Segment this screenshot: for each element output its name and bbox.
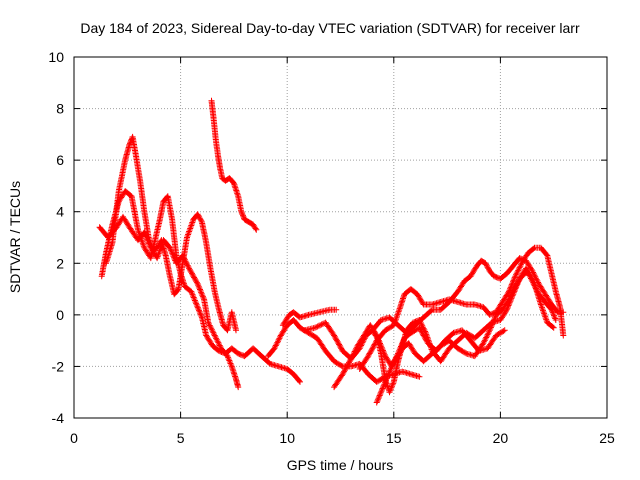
- y-tick-label: 0: [56, 307, 64, 323]
- chart-title: Day 184 of 2023, Sidereal Day-to-day VTE…: [80, 20, 580, 36]
- x-tick-label: 0: [70, 430, 78, 446]
- series-markers: [373, 268, 557, 406]
- series-arc-a: [96, 213, 242, 391]
- y-tick-label: 10: [48, 49, 64, 65]
- series-markers: [356, 244, 567, 372]
- series-arc-d: [208, 97, 260, 233]
- y-tick-label: 2: [56, 255, 64, 271]
- series-arc-i: [356, 244, 567, 372]
- x-tick-label: 25: [599, 430, 615, 446]
- y-tick-label: 8: [56, 101, 64, 117]
- y-axis-label: SDTVAR / TECUs: [7, 181, 23, 293]
- series-arc-e: [279, 306, 340, 329]
- y-tick-label: -4: [52, 410, 65, 426]
- series-markers: [103, 133, 239, 334]
- series-markers: [208, 97, 260, 233]
- x-tick-label: 15: [386, 430, 402, 446]
- x-axis-label: GPS time / hours: [287, 457, 394, 473]
- x-tick-label: 10: [279, 430, 295, 446]
- axis-ticks: 0 5 10 15 20 25 -4 -2 0 2 4 6 8 10: [48, 49, 615, 446]
- series-arc-h: [331, 265, 559, 396]
- y-tick-label: 6: [56, 152, 64, 168]
- x-tick-label: 5: [177, 430, 185, 446]
- y-tick-label: -2: [52, 358, 65, 374]
- y-tick-label: 4: [56, 204, 64, 220]
- plot-frame: [73, 56, 608, 419]
- data-series: [96, 97, 567, 406]
- series-markers: [331, 265, 559, 396]
- series-arc-b: [98, 188, 303, 385]
- series-arc-c: [103, 133, 239, 334]
- series-arc-j: [369, 255, 567, 336]
- series-markers: [96, 213, 242, 391]
- series-markers: [279, 306, 340, 329]
- series-arc-k: [373, 268, 557, 406]
- series-markers: [369, 255, 567, 336]
- x-tick-label: 20: [493, 430, 509, 446]
- series-markers: [98, 188, 303, 385]
